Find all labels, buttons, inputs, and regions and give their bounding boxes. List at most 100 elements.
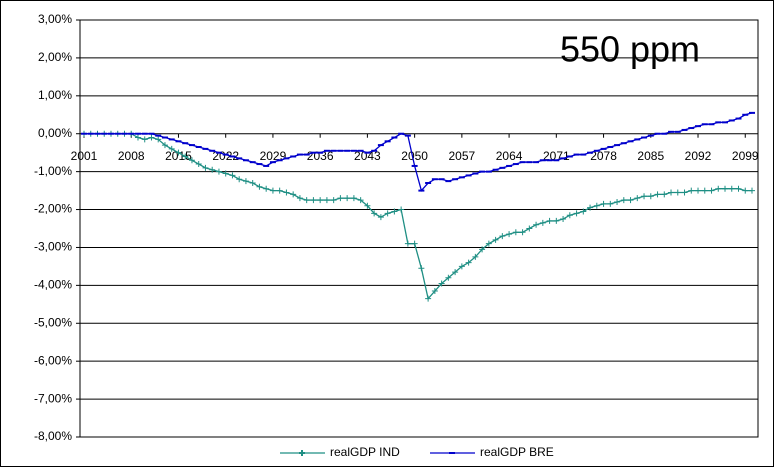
point-marker (728, 185, 735, 192)
point-marker (560, 216, 567, 223)
point-marker (256, 183, 263, 190)
series-line (84, 133, 752, 301)
point-marker (398, 206, 405, 213)
point-marker (161, 142, 168, 149)
point-marker (674, 189, 681, 196)
point-marker (681, 189, 688, 196)
y-tick-label: -2,00% (34, 202, 72, 216)
legend-marker (299, 450, 305, 456)
point-marker (654, 191, 661, 198)
point-marker (593, 202, 600, 209)
point-marker (688, 187, 695, 194)
point-marker (229, 172, 236, 179)
point-marker (539, 219, 546, 226)
legend-label: realGDP BRE (480, 445, 554, 459)
point-marker (310, 197, 317, 204)
point-marker (566, 212, 573, 219)
point-marker (330, 197, 337, 204)
point-marker (634, 195, 641, 202)
point-marker (236, 176, 243, 183)
x-tick-label: 2099 (732, 149, 759, 163)
point-marker (533, 221, 540, 228)
x-tick-label: 2001 (71, 149, 98, 163)
point-marker (600, 200, 607, 207)
point-marker (350, 195, 357, 202)
point-marker (661, 191, 668, 198)
point-marker (303, 197, 310, 204)
point-marker (263, 185, 270, 192)
point-marker (323, 197, 330, 204)
x-tick-label: 2057 (449, 149, 476, 163)
point-marker (553, 217, 560, 224)
point-marker (458, 263, 465, 270)
point-marker (668, 189, 675, 196)
point-marker (620, 197, 627, 204)
point-marker (209, 166, 216, 173)
point-marker (155, 136, 162, 143)
point-marker (317, 197, 324, 204)
point-marker (627, 197, 634, 204)
point-marker (377, 214, 384, 221)
y-tick-label: -1,00% (34, 164, 72, 178)
point-marker (506, 231, 513, 238)
point-marker (519, 229, 526, 236)
point-marker (512, 229, 519, 236)
point-marker (337, 195, 344, 202)
point-marker (431, 288, 438, 295)
point-marker (479, 246, 486, 253)
point-marker (202, 164, 209, 171)
y-tick-label: 1,00% (38, 88, 72, 102)
point-marker (452, 269, 459, 276)
point-marker (215, 168, 222, 175)
point-marker (573, 210, 580, 217)
point-marker (742, 187, 749, 194)
point-marker (647, 193, 654, 200)
point-marker (290, 191, 297, 198)
series-line (84, 112, 753, 192)
point-marker (526, 225, 533, 232)
point-marker (182, 153, 189, 160)
x-tick-label: 2064 (496, 149, 523, 163)
plot-area (79, 19, 759, 438)
annotation: 550 ppm (560, 29, 700, 70)
point-marker (391, 208, 398, 215)
point-marker (641, 193, 648, 200)
y-tick-label: -4,00% (34, 278, 72, 292)
point-marker (134, 134, 141, 141)
point-marker (195, 161, 202, 168)
y-tick-label: -3,00% (34, 240, 72, 254)
point-marker (492, 236, 499, 243)
x-tick-label: 2078 (590, 149, 617, 163)
y-tick-label: -7,00% (34, 391, 72, 405)
point-marker (371, 210, 378, 217)
legend-label: realGDP IND (330, 445, 400, 459)
point-marker (735, 185, 742, 192)
point-marker (344, 195, 351, 202)
x-tick-label: 2043 (354, 149, 381, 163)
x-tick-label: 2085 (637, 149, 664, 163)
y-tick-label: 0,00% (38, 126, 72, 140)
point-marker (168, 145, 175, 152)
point-marker (607, 200, 614, 207)
point-marker (465, 259, 472, 266)
point-marker (445, 274, 452, 281)
point-marker (580, 208, 587, 215)
point-marker (472, 253, 479, 260)
point-marker (276, 187, 283, 194)
point-marker (701, 187, 708, 194)
point-marker (141, 136, 148, 143)
point-marker (587, 204, 594, 211)
point-marker (708, 187, 715, 194)
point-marker (722, 185, 729, 192)
point-marker (695, 187, 702, 194)
point-marker (438, 280, 445, 287)
y-tick-label: -8,00% (34, 429, 72, 443)
point-marker (175, 149, 182, 156)
point-marker (296, 195, 303, 202)
point-marker (249, 180, 256, 187)
point-marker (384, 210, 391, 217)
y-tick-label: 3,00% (38, 12, 72, 26)
point-marker (283, 189, 290, 196)
x-tick-label: 2050 (401, 149, 428, 163)
